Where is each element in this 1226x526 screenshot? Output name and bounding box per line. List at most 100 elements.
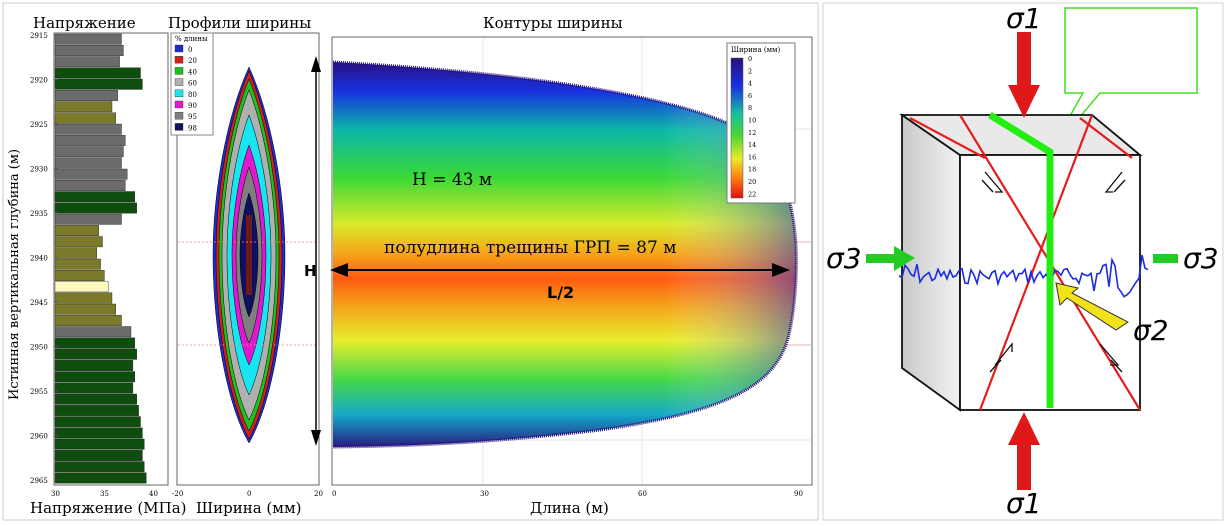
colorbar-tick-label: 4	[748, 80, 752, 88]
legend-swatch	[174, 100, 184, 109]
depth-tick-label: 2965	[30, 477, 48, 485]
legend-label: 40	[188, 68, 197, 76]
stress-bar	[54, 168, 128, 180]
width-contour-fill	[333, 62, 797, 447]
stress-bar	[54, 270, 105, 281]
colorbar-tick-label: 16	[748, 153, 756, 161]
stress-bar	[54, 146, 124, 158]
profile-tick-label: 0	[247, 490, 251, 498]
colorbar-tick-label: 12	[748, 129, 756, 137]
depth-tick-label: 2960	[30, 433, 48, 441]
width-profiles	[212, 66, 286, 444]
stress-bar	[54, 450, 143, 461]
depth-tick-label: 2935	[30, 210, 48, 218]
sigma1-top-label: σ1	[1006, 2, 1042, 35]
legend-label: 90	[188, 102, 197, 110]
stress-bar	[54, 416, 141, 428]
depth-tick-label: 2940	[30, 255, 48, 263]
profile-tick-label: -20	[172, 490, 183, 498]
legend-label: 20	[188, 57, 197, 65]
stress-bars	[54, 33, 147, 484]
stress-bar	[54, 438, 145, 450]
sigma3-right-arrow	[1153, 254, 1178, 263]
height-annotation: H = 43 м	[412, 170, 492, 190]
stress-bar	[54, 123, 122, 135]
stress-bar	[54, 315, 122, 326]
contour-tick-label: 60	[638, 490, 647, 498]
stress-bar	[54, 382, 134, 394]
stress-panel: Напряжение 29152920292529302935294029452…	[7, 14, 187, 517]
stress-bar	[54, 33, 122, 45]
colorbar-tick-label: 0	[748, 55, 752, 63]
contour-panel: Контуры ширины Ширина (мм) 0 2 4 6 8 10 12 14 16…	[330, 14, 813, 517]
stress-bar	[54, 337, 136, 349]
stress-bar	[54, 258, 101, 270]
legend-swatch	[174, 56, 184, 64]
colorbar-tick-label: 22	[748, 190, 756, 198]
profile-panel-title: Профили ширины	[168, 14, 311, 32]
stress-bar	[54, 326, 132, 338]
colorbar-tick-label: 8	[748, 104, 752, 112]
colorbar-tick-label: 14	[748, 141, 756, 149]
stress-block-diagram: σ1 σ1 σ3 σ3 σ2	[822, 2, 1224, 521]
sigma3-right-label: σ3	[1183, 242, 1219, 275]
l2-label: L/2	[547, 283, 574, 302]
stress-bar	[54, 427, 143, 439]
stress-xlabel: Напряжение (МПа)	[30, 499, 187, 517]
stress-bar	[54, 112, 116, 124]
colorbar-tick-label: 6	[748, 92, 752, 100]
stress-bar	[54, 371, 136, 383]
depth-tick-label: 2945	[30, 299, 48, 307]
profile-xlabel: Ширина (мм)	[196, 499, 301, 517]
colorbar-title: Ширина (мм)	[731, 46, 780, 54]
contour-xlabel: Длина (м)	[530, 499, 609, 517]
contour-edge	[332, 60, 798, 449]
stress-tick-label: 35	[100, 490, 109, 498]
stress-bar	[54, 56, 120, 68]
legend-label: 80	[188, 91, 197, 99]
depth-tick-label: 2930	[30, 166, 48, 174]
stress-bar	[54, 45, 124, 56]
stress-bar	[54, 90, 118, 101]
colorbar: Ширина (мм) 0 2 4 6 8 10 12 14 16 18 20 22	[726, 42, 796, 204]
stress-bar	[54, 247, 97, 259]
slip-arrows	[981, 171, 1126, 373]
depth-axis-label: Истинная вертикальная глубина (м)	[7, 149, 22, 400]
depth-tick-label: 2955	[30, 388, 48, 396]
sigma1-bottom-arrow	[1008, 412, 1040, 490]
stress-bar	[54, 191, 136, 203]
stress-x-ticks: 30 35 40	[51, 490, 158, 498]
stress-bar	[54, 461, 145, 473]
colorbar-tick-label: 2	[748, 67, 752, 75]
stress-bar	[54, 225, 99, 236]
legend-swatch	[174, 123, 184, 131]
legend-swatch	[174, 67, 184, 75]
stress-bar	[54, 67, 141, 79]
contour-tick-label: 90	[794, 490, 803, 498]
stress-bar	[54, 157, 122, 169]
profile-tick-label: 20	[314, 490, 323, 498]
stress-bar	[54, 202, 137, 214]
stress-tick-label: 40	[149, 490, 158, 498]
stress-bar	[54, 360, 134, 371]
stress-bar	[54, 281, 109, 293]
contour-x-ticks: 0 30 60 90	[332, 490, 803, 498]
sigma1-bottom-label: σ1	[1006, 487, 1042, 520]
colorbar-tick-label: 10	[748, 117, 756, 125]
stress-bar	[54, 393, 137, 405]
height-arrow	[311, 56, 321, 446]
legend-title: % длины	[175, 35, 208, 43]
legend-swatch	[174, 111, 184, 120]
stress-bar	[54, 405, 139, 416]
profile-panel: Профили ширины % длины 0 20 40 60 80 90 95 98 -…	[168, 14, 323, 517]
stress-bar	[54, 180, 126, 191]
contour-tick-label: 0	[332, 490, 336, 498]
colorbar-tick-label: 20	[748, 178, 756, 186]
seismic-trace	[898, 254, 1149, 298]
legend-label: 98	[188, 124, 197, 132]
contour-panel-title: Контуры ширины	[483, 14, 623, 32]
stress-panel-title: Напряжение	[33, 14, 136, 32]
stress-bar	[54, 213, 122, 225]
